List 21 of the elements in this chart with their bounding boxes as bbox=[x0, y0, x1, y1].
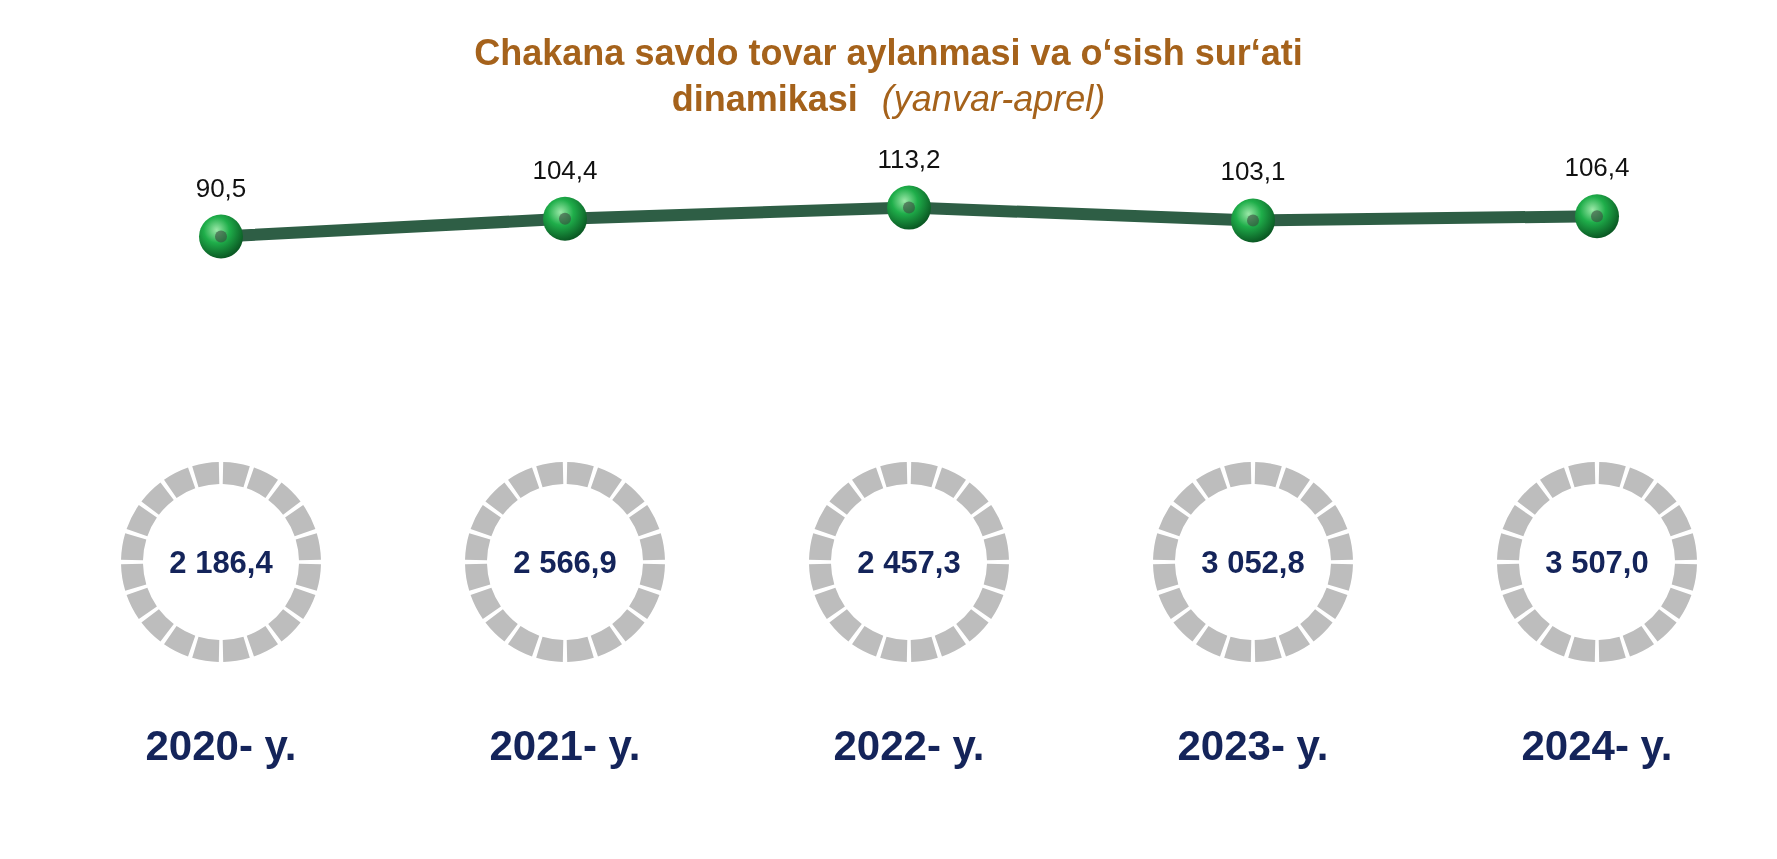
point bbox=[543, 196, 587, 241]
point bbox=[887, 185, 931, 230]
x-tick-label: 2024- y. bbox=[1521, 721, 1673, 769]
data-label: 113,2 bbox=[877, 143, 941, 174]
point bbox=[1231, 198, 1275, 243]
text: 2 566,9 bbox=[513, 545, 617, 580]
data-label: 90,5 bbox=[195, 172, 247, 203]
text: 2 186,4 bbox=[169, 545, 274, 580]
x-tick-label: 2023- y. bbox=[1177, 721, 1329, 769]
data-label: 103,1 bbox=[1220, 156, 1286, 187]
point bbox=[199, 214, 243, 259]
x-tick-label: 2020- y. bbox=[145, 721, 297, 769]
data-label: 106,4 bbox=[1564, 152, 1630, 183]
point bbox=[1575, 194, 1619, 239]
text: 2 457,3 bbox=[857, 545, 961, 580]
chart-subtitle: (yanvar-aprel) bbox=[881, 78, 1106, 119]
x-tick-label: 2022- y. bbox=[833, 721, 985, 769]
text: 3 507,0 bbox=[1545, 545, 1649, 580]
text: 3 052,8 bbox=[1201, 545, 1305, 580]
data-label: 104,4 bbox=[532, 154, 598, 185]
x-tick-label: 2021- y. bbox=[489, 721, 641, 769]
